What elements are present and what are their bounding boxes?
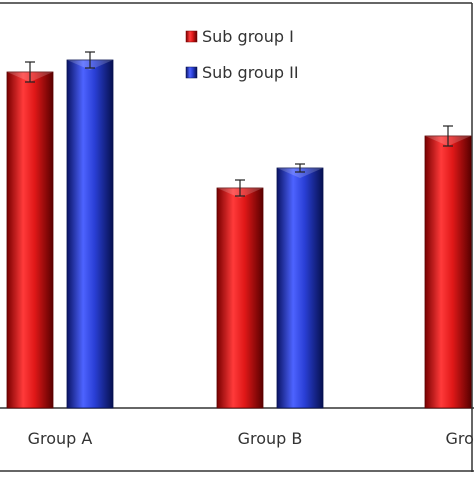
legend-entry-sub-group-1: Sub group I — [185, 27, 294, 46]
bar-group-b-series-2 — [276, 167, 324, 409]
legend-swatch-sub-group-2 — [185, 66, 198, 79]
error-bar — [443, 125, 453, 147]
bar-bevel — [277, 168, 323, 178]
error-bar — [25, 61, 35, 83]
x-tick-label-group-c: Group C — [446, 429, 474, 448]
bar-group-a-series-1 — [6, 71, 54, 409]
legend-label-sub-group-2: Sub group II — [202, 63, 299, 82]
bar-group-a-series-2 — [66, 59, 114, 409]
bar-group-c-series-1 — [424, 135, 472, 409]
legend-swatch-sub-group-1 — [185, 30, 198, 43]
error-bar — [295, 163, 305, 173]
bar-group-b-series-1 — [216, 187, 264, 409]
x-tick-label-group-a: Group A — [28, 429, 93, 448]
error-bar — [85, 51, 95, 69]
legend-label-sub-group-1: Sub group I — [202, 27, 294, 46]
x-tick-label-group-b: Group B — [238, 429, 303, 448]
error-bar — [235, 179, 245, 197]
legend: Sub group I Sub group II — [185, 27, 299, 82]
legend-entry-sub-group-2: Sub group II — [185, 63, 299, 82]
